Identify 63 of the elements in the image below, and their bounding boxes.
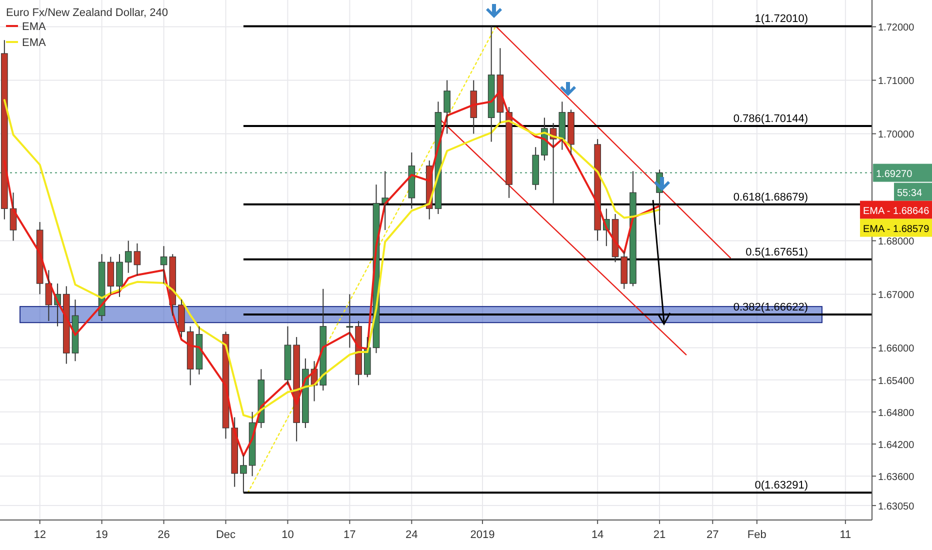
candlestick <box>620 250 628 290</box>
candlestick <box>178 299 185 338</box>
y-tick-label: 1.71000 <box>878 76 915 88</box>
candlestick <box>63 286 70 364</box>
annotation: EMA - 1.68646 <box>863 206 930 217</box>
x-tick-label: 21 <box>653 529 666 541</box>
y-tick-label: 1.65400 <box>878 376 915 387</box>
candlestick <box>186 326 194 386</box>
candlestick <box>240 454 247 494</box>
x-tick-label: 19 <box>96 529 108 541</box>
x-tick-label: Feb <box>747 529 766 541</box>
candlestick <box>444 80 450 134</box>
x-tick-label: 10 <box>282 529 294 541</box>
legend-label: EMA <box>22 21 46 33</box>
candlestick <box>630 170 636 287</box>
x-tick-label: 14 <box>591 529 604 541</box>
ref-line-label: 0.786(1.70144) <box>733 113 808 126</box>
candlestick <box>169 254 176 316</box>
x-tick-label: Dec <box>216 529 236 541</box>
x-tick-label: 2019 <box>470 529 495 541</box>
y-tick-label: 1.66000 <box>878 344 915 355</box>
candlestick <box>408 152 416 210</box>
x-tick-label: 12 <box>34 529 46 541</box>
text: Euro Fx/New Zealand Dollar, 240 <box>6 7 168 19</box>
candlestick <box>160 246 168 284</box>
x-tick-label: 26 <box>158 529 170 541</box>
ref-line-label: 0.618(1.68679) <box>733 191 808 204</box>
candlestick <box>355 320 362 386</box>
candlestick <box>231 416 238 488</box>
candlestick <box>36 222 44 295</box>
ref-line-label: 0.5(1.67651) <box>746 246 808 258</box>
ref-line-label: 1.69270 <box>876 168 913 180</box>
ref-line-label: 0(1.63291) <box>754 480 808 492</box>
candlestick <box>488 26 495 142</box>
x-tick-label: 17 <box>344 529 356 541</box>
annotation: EMA - 1.68579 <box>863 224 930 235</box>
y-tick-label: 1.67000 <box>878 290 915 302</box>
ref-line-label: 1(1.72010) <box>754 13 808 26</box>
candlestick <box>470 80 478 134</box>
text: 55:34 <box>897 188 922 199</box>
candlestick <box>134 242 141 276</box>
candlestick <box>568 109 574 156</box>
y-tick-label: 1.64200 <box>878 440 915 452</box>
candlestick <box>532 146 539 190</box>
y-tick-label: 1.64800 <box>878 408 915 419</box>
candlestick <box>124 240 132 274</box>
candlestick <box>506 106 512 198</box>
candlestick <box>293 336 300 442</box>
ref-line-label: 0.382(1.66622) <box>733 301 808 314</box>
y-tick-label: 1.68000 <box>878 236 915 248</box>
candlestick <box>284 326 292 386</box>
y-tick-label: 1.63050 <box>878 502 915 513</box>
y-tick-label: 1.63600 <box>878 472 915 484</box>
legend-label: EMA <box>22 37 46 49</box>
y-tick-label: 1.72000 <box>878 22 915 34</box>
x-tick-label: 24 <box>406 529 418 541</box>
y-tick-label: 1.70000 <box>878 130 915 141</box>
x-tick-label: 27 <box>706 529 719 541</box>
candlestick <box>1 40 8 220</box>
candlestick <box>558 101 566 150</box>
candlestick <box>116 254 123 298</box>
candlestick <box>107 256 114 295</box>
x-tick-label: 11 <box>840 529 852 541</box>
